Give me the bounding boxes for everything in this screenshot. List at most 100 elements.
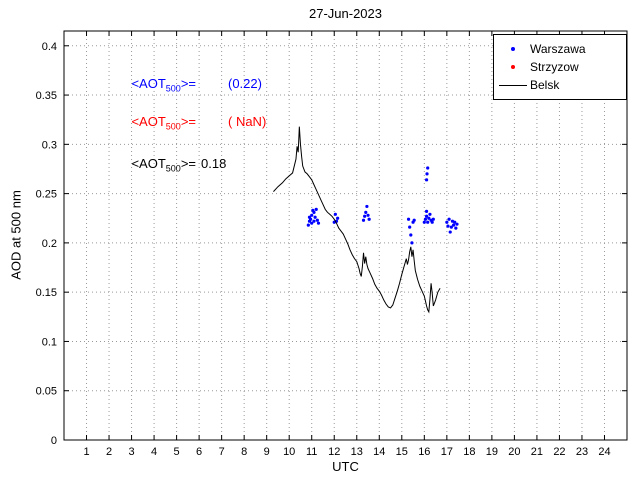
warszawa-point [424,178,429,182]
y-tick-label: 0 [51,435,57,447]
legend: Warszawa Strzyzow Belsk [493,34,627,100]
x-tick-label: 8 [241,446,247,458]
aot-annotation-belsk: <AOT500>= 0.18 [117,141,226,189]
x-axis-label: UTC [332,459,359,474]
warszawa-point [426,220,430,224]
legend-label: Strzyzow [530,60,579,74]
warszawa-point [426,166,430,170]
legend-label: Belsk [530,78,560,92]
warszawa-point [310,221,314,225]
x-tick-label: 15 [396,446,408,458]
annotation-value: (0.22) [228,76,262,91]
x-tick-label: 3 [128,446,134,458]
x-tick-label: 2 [106,446,112,458]
warszawa-point [306,223,310,227]
belsk-line [273,126,441,314]
warszawa-point [364,210,368,214]
warszawa-point [427,216,431,220]
x-tick-label: 21 [531,446,543,458]
annotation-formula: <AOT500>= [131,76,196,94]
grid-lines [64,31,627,440]
warszawa-point [446,224,450,228]
warszawa-point [367,217,371,221]
warszawa-point [453,220,457,224]
warszawa-point [449,225,453,229]
tick-marks [64,31,627,441]
warszawa-point [431,217,435,221]
annotation-value: ( NaN) [228,114,267,129]
warszawa-point [451,223,456,227]
legend-label: Warszawa [530,42,586,56]
aot-annotation-strzyzow: <AOT500>= ( NaN) [117,99,266,147]
warszawa-dot-marker-icon [496,47,530,51]
warszawa-point [448,230,452,234]
y-axis-label: AOD at 500 nm [8,190,24,280]
y-tick-label: 0.3 [42,139,57,151]
warszawa-point [310,213,314,217]
y-tick-label: 0.25 [36,189,57,201]
x-tick-label: 1 [83,446,89,458]
warszawa-point [408,225,412,229]
warszawa-point [361,218,366,222]
x-tick-label: 18 [463,446,475,458]
x-tick-label: 12 [328,446,340,458]
warszawa-point [445,220,449,224]
warszawa-point [409,233,413,237]
y-tick-label: 0.2 [42,238,57,250]
x-tick-label: 7 [219,446,225,458]
warszawa-point [333,212,337,216]
aot-annotation-warszawa: <AOT500>= (0.22) [117,61,262,109]
x-tick-label: 4 [151,446,157,458]
warszawa-point [425,172,429,176]
y-tick-label: 0.1 [42,336,57,348]
warszawa-point [422,220,426,224]
warszawa-point [365,204,369,209]
warszawa-point [455,222,459,226]
warszawa-series [306,166,459,245]
legend-item-warszawa: Warszawa [496,40,624,58]
warszawa-point [424,214,429,218]
x-tick-label: 20 [508,446,520,458]
y-tick-label: 0.05 [36,386,57,398]
belsk-series [273,126,441,314]
annotation-formula: <AOT500>= [131,114,196,132]
warszawa-point [410,241,414,245]
warszawa-point [406,217,411,221]
chart-title: 27-Jun-2023 [309,6,382,21]
x-tick-label: 16 [418,446,430,458]
warszawa-point [366,213,370,217]
x-tick-label: 13 [351,446,363,458]
x-tick-label: 14 [373,446,385,458]
warszawa-point [430,220,434,224]
x-tick-label: 6 [196,446,202,458]
y-tick-label: 0.15 [36,287,57,299]
x-tick-label: 10 [283,446,295,458]
annotation-formula: <AOT500>= [131,156,196,174]
warszawa-point [314,207,318,211]
warszawa-point [312,210,316,214]
warszawa-point [428,212,432,216]
warszawa-point [447,217,451,221]
belsk-line-marker-icon [496,84,530,86]
legend-item-strzyzow: Strzyzow [496,58,624,76]
warszawa-point [424,209,429,213]
x-tick-label: 11 [306,446,317,458]
y-tick-label: 0.4 [42,41,57,53]
warszawa-point [312,219,316,223]
strzyzow-dot-marker-icon [496,65,530,69]
annotation-value: 0.18 [201,156,227,171]
warszawa-point [454,226,458,230]
x-tick-label: 19 [486,446,498,458]
x-tick-label: 9 [264,446,270,458]
tick-labels: 1 2 3 4 5 6 7 8 9 10 11 12 13 14 15 16 17 18 19 20 21 22 23 240… [36,41,611,458]
warszawa-point [313,215,317,219]
warszawa-point [412,218,416,222]
warszawa-point [308,217,313,221]
x-tick-label: 22 [553,446,565,458]
warszawa-point [423,217,428,221]
x-tick-label: 17 [441,446,453,458]
x-tick-label: 5 [174,446,180,458]
legend-item-belsk: Belsk [496,76,624,94]
warszawa-point [336,216,340,220]
